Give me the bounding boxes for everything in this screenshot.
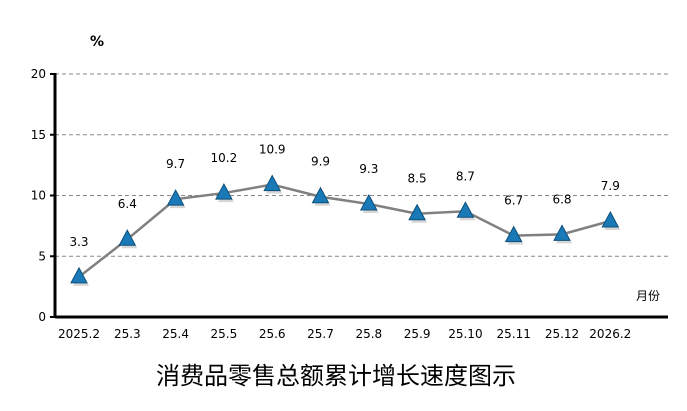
data-label: 9.9 (311, 155, 330, 169)
x-tick-label: 25.4 (162, 327, 189, 341)
x-tick-label: 25.12 (545, 327, 579, 341)
x-tick-label: 25.7 (307, 327, 334, 341)
y-tick-label: 5 (38, 249, 46, 263)
x-tick-label: 25.10 (448, 327, 482, 341)
x-tick-label: 25.5 (211, 327, 238, 341)
x-tick-label: 2026.2 (589, 327, 631, 341)
data-point (504, 225, 523, 243)
y-axis-unit: % (90, 34, 104, 50)
series-line (78, 183, 611, 278)
x-tick-label: 25.3 (114, 327, 141, 341)
data-label: 3.3 (69, 235, 88, 249)
x-tick-label: 25.9 (404, 327, 431, 341)
data-point (311, 186, 330, 204)
data-label: 8.5 (408, 172, 427, 186)
data-label: 6.4 (118, 197, 137, 211)
data-label: 6.8 (552, 192, 571, 206)
chart-title: 消费品零售总额累计增长速度图示 (156, 362, 516, 390)
y-tick-label: 0 (38, 310, 46, 324)
data-label: 9.3 (359, 162, 378, 176)
data-label: 10.2 (211, 151, 238, 165)
data-label: 6.7 (504, 194, 523, 208)
x-tick-label: 2025.2 (58, 327, 100, 341)
x-tick-label: 25.11 (497, 327, 531, 341)
data-point (456, 201, 475, 218)
data-point (359, 193, 378, 211)
data-point (70, 266, 88, 284)
data-label: 7.9 (601, 179, 620, 193)
x-tick-label: 25.6 (259, 327, 286, 341)
data-point (601, 210, 620, 228)
x-axis-unit: 月份 (636, 289, 660, 303)
data-label: 10.9 (259, 143, 286, 157)
data-point (118, 229, 137, 246)
x-tick-label: 25.8 (355, 327, 382, 341)
data-point (215, 183, 233, 200)
y-tick-label: 15 (31, 128, 46, 142)
data-label: 9.7 (166, 157, 185, 171)
data-point (408, 203, 426, 221)
y-tick-label: 20 (31, 67, 46, 81)
y-tick-label: 10 (31, 189, 46, 203)
data-point (166, 189, 185, 206)
data-point (553, 224, 571, 241)
data-point (263, 174, 282, 192)
data-label: 8.7 (456, 169, 475, 183)
